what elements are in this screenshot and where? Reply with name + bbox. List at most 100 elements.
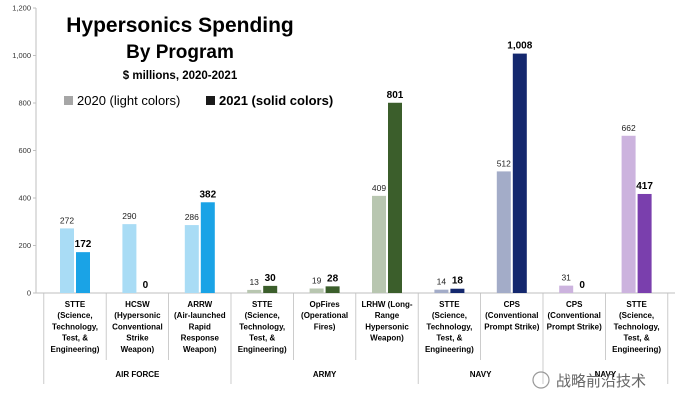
- category-label: Technology,: [426, 322, 472, 331]
- category-label: Engineering): [238, 345, 287, 354]
- category-label: OpFires: [309, 300, 340, 309]
- y-tick-label: 1,000: [12, 51, 31, 60]
- data-label-2021: 801: [387, 90, 404, 101]
- category-label: Technology,: [239, 322, 285, 331]
- labels-layer: 272 172 STTE (Science, Technology, Test, & Eng…: [51, 41, 662, 379]
- category-label: LRHW (Long-: [361, 300, 412, 309]
- category-label: STTE: [252, 300, 273, 309]
- category-label: (Conventional: [548, 311, 601, 320]
- chart-title: Hypersonics Spending: [66, 14, 294, 37]
- group-label: ARMY: [313, 370, 337, 379]
- category-label: (Science,: [245, 311, 280, 320]
- category-label: Hypersonic: [365, 322, 409, 331]
- data-label-2021: 0: [579, 280, 585, 291]
- data-label-2020: 19: [312, 275, 322, 285]
- bar-2021: [637, 193, 652, 293]
- category-label: ARRW: [187, 300, 212, 309]
- y-tick-label: 400: [18, 194, 31, 203]
- category-label: STTE: [65, 300, 86, 309]
- bar-2020: [247, 289, 262, 293]
- group-label: NAVY: [595, 370, 617, 379]
- legend-2021-label: 2021 (solid colors): [219, 93, 333, 108]
- bar-2020: [372, 195, 386, 293]
- legend-2021-swatch: [206, 96, 215, 105]
- category-label: Weapon): [370, 334, 404, 343]
- data-label-2020: 14: [437, 277, 447, 287]
- data-label-2020: 409: [372, 183, 386, 193]
- category-label: Prompt Strike): [547, 322, 602, 331]
- category-label: (Operational: [301, 311, 348, 320]
- category-label: CPS: [504, 300, 521, 309]
- category-label: Technology,: [52, 322, 98, 331]
- bar-2021: [388, 102, 402, 293]
- data-label-2020: 512: [497, 158, 511, 168]
- bar-2020: [434, 289, 449, 293]
- wechat-icon: [532, 371, 550, 389]
- category-label: (Science,: [57, 311, 92, 320]
- category-label: Technology,: [614, 322, 660, 331]
- bar-2020: [621, 135, 636, 293]
- bar-2020: [559, 285, 574, 293]
- data-label-2020: 662: [622, 123, 636, 133]
- y-tick-label: 0: [27, 289, 31, 298]
- bar-2020: [122, 224, 137, 293]
- category-label: CPS: [566, 300, 583, 309]
- bar-2020: [184, 225, 199, 293]
- category-label: Engineering): [425, 345, 474, 354]
- y-tick-label: 1,200: [12, 4, 31, 13]
- category-label: HCSW: [125, 300, 150, 309]
- group-label: AIR FORCE: [115, 370, 160, 379]
- category-label: Test, &: [249, 334, 275, 343]
- category-label: Test, &: [436, 334, 462, 343]
- chart-title-line2: By Program: [126, 42, 234, 63]
- bar-2021: [512, 53, 527, 293]
- category-label: Test, &: [624, 334, 650, 343]
- bar-2021: [76, 252, 90, 293]
- data-label-2021: 0: [143, 280, 149, 291]
- category-label: Fires): [314, 322, 336, 331]
- bar-2020: [496, 171, 511, 293]
- chart-subtitle: $ millions, 2020-2021: [123, 70, 238, 82]
- category-label: Weapon): [121, 345, 155, 354]
- y-tick-label: 200: [18, 241, 31, 250]
- bar-2020: [309, 288, 324, 293]
- watermark-text: 战略前沿技术: [556, 372, 646, 390]
- bar-2021: [200, 202, 215, 293]
- data-label-2020: 31: [561, 273, 571, 283]
- category-label: Conventional: [112, 322, 163, 331]
- data-label-2021: 18: [452, 276, 464, 287]
- legend-2020-label: 2020 (light colors): [77, 93, 180, 108]
- data-label-2021: 172: [75, 239, 92, 250]
- data-label-2020: 13: [249, 277, 259, 287]
- category-label: Engineering): [612, 345, 661, 354]
- category-label: (Science,: [432, 311, 467, 320]
- category-label: (Conventional: [485, 311, 538, 320]
- data-label-2021: 28: [327, 273, 339, 284]
- data-label-2021: 382: [199, 189, 216, 200]
- y-tick-label: 800: [18, 99, 31, 108]
- category-label: Engineering): [51, 345, 100, 354]
- data-label-2020: 290: [122, 211, 136, 221]
- category-label: Test, &: [62, 334, 88, 343]
- bar-2021: [450, 288, 465, 293]
- data-label-2021: 417: [636, 181, 653, 192]
- category-label: Rapid: [189, 322, 211, 331]
- category-label: STTE: [626, 300, 647, 309]
- category-label: STTE: [439, 300, 460, 309]
- data-label-2021: 30: [265, 273, 277, 284]
- data-label-2020: 272: [60, 215, 74, 225]
- bar-2020: [60, 228, 74, 293]
- bar-2021: [263, 285, 278, 293]
- group-label: NAVY: [470, 370, 492, 379]
- watermark: 战略前沿技术: [532, 371, 646, 390]
- category-label: Prompt Strike): [484, 322, 539, 331]
- bar-2021: [325, 286, 340, 293]
- category-label: (Air-launched: [174, 311, 226, 320]
- y-tick-label: 600: [18, 146, 31, 155]
- bars-layer: [60, 53, 652, 293]
- category-label: Response: [181, 334, 220, 343]
- legend-2020-swatch: [64, 96, 73, 105]
- category-label: Strike: [126, 334, 149, 343]
